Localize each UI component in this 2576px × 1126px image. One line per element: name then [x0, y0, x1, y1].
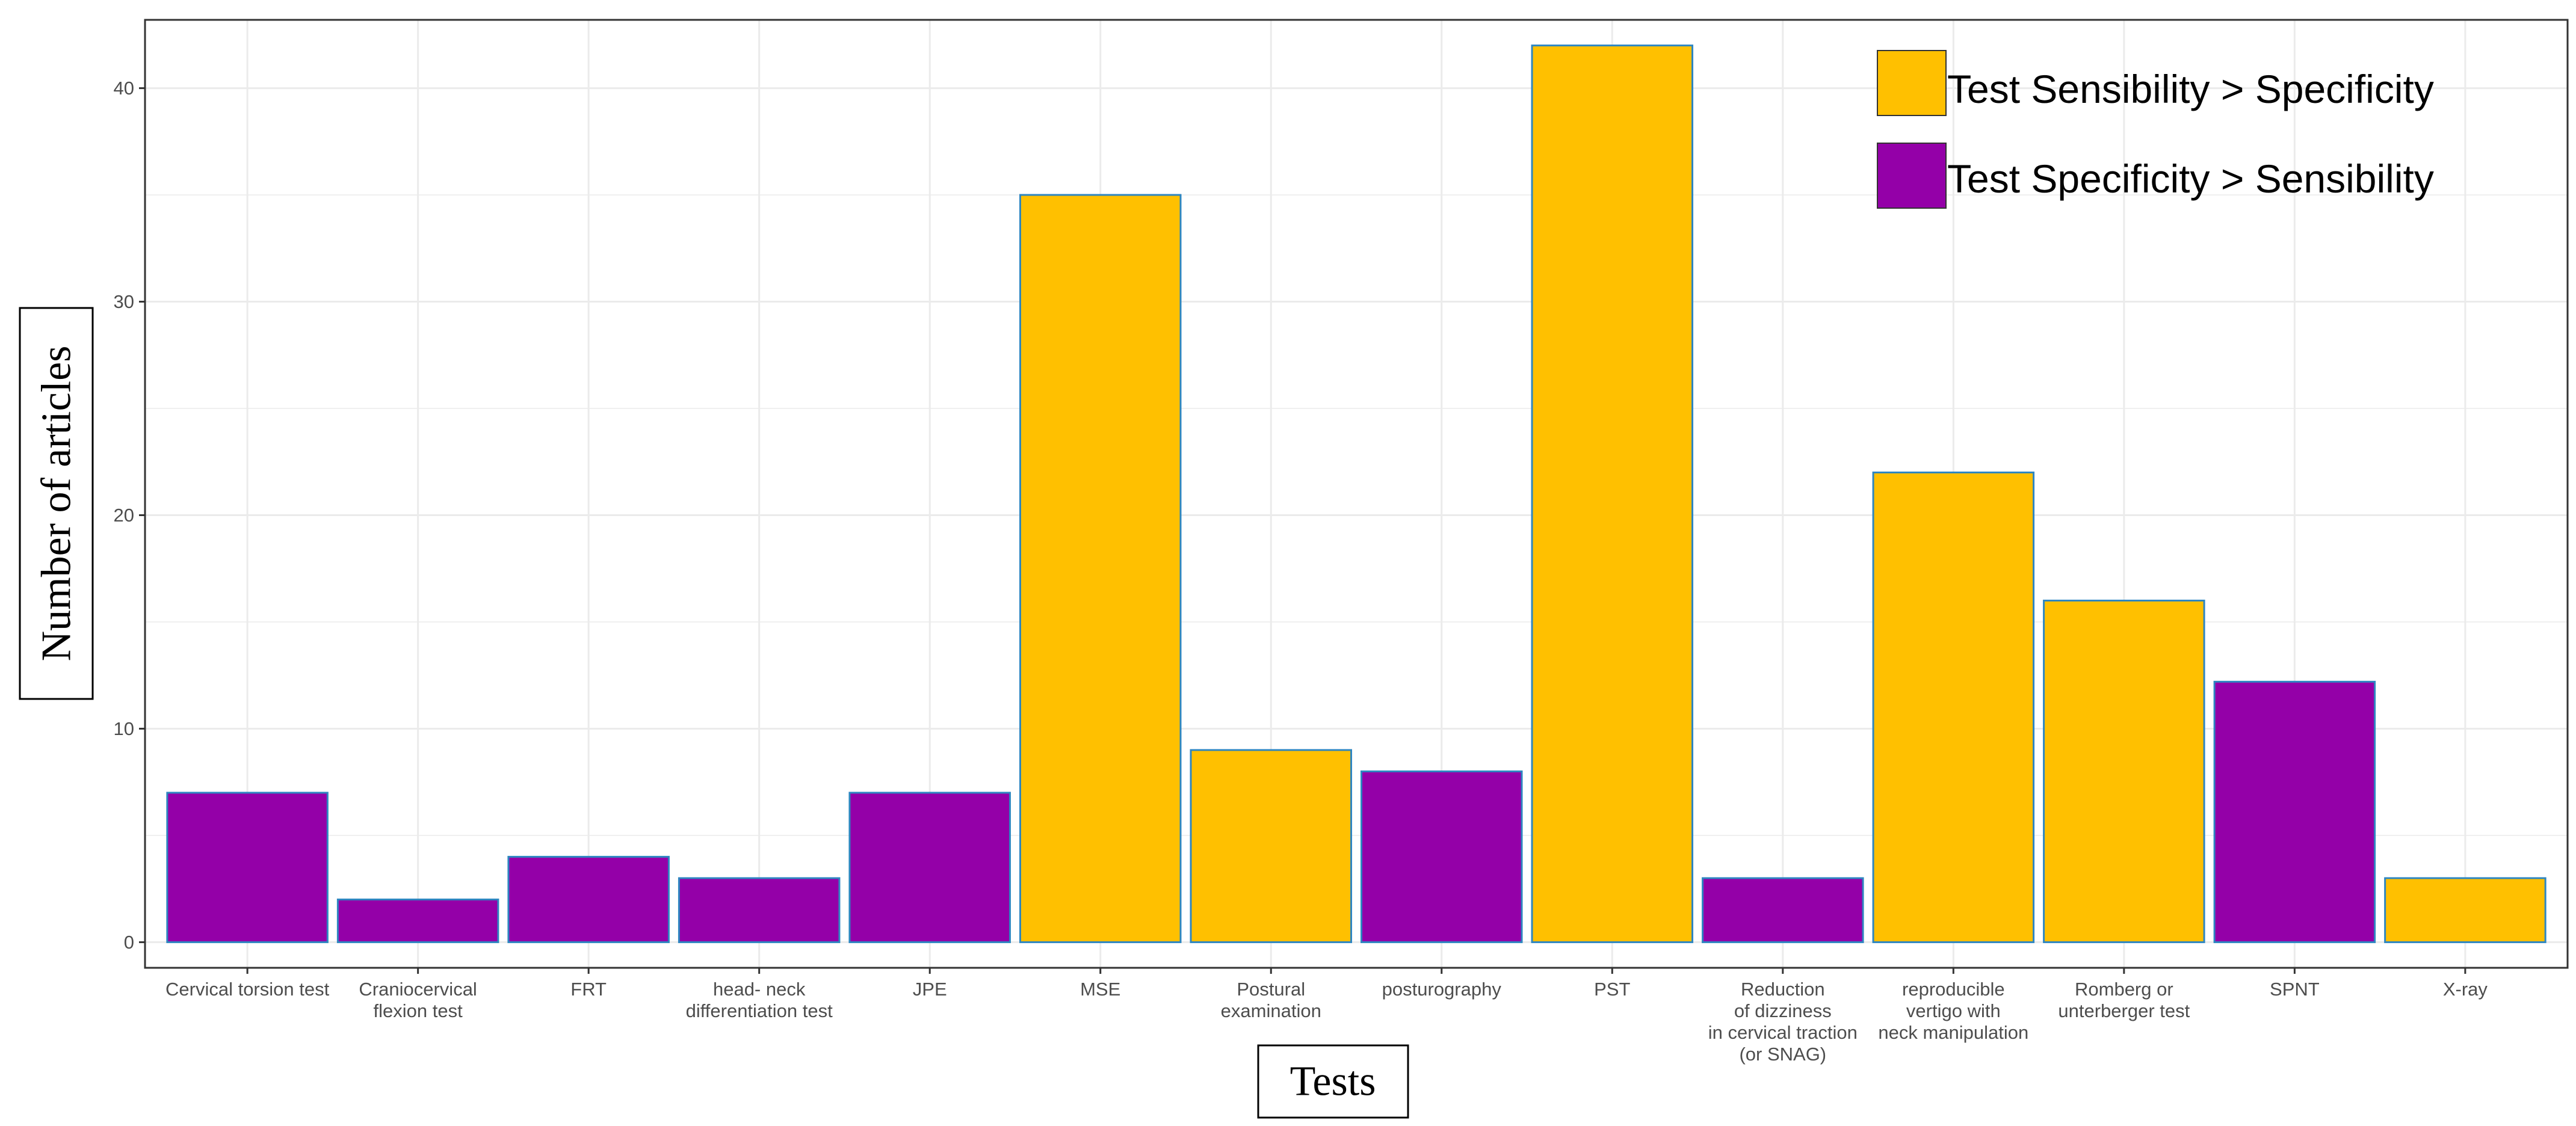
- x-tick-label: differentiation test: [686, 1000, 833, 1021]
- bar: [1361, 770, 1523, 943]
- x-axis-ticks: Cervical torsion test Craniocervicalflexi…: [165, 968, 2488, 1065]
- x-tick-label: JPE: [913, 979, 947, 1000]
- x-tick-label: unterberger test: [2058, 1000, 2190, 1021]
- x-tick-label: Romberg or: [2075, 979, 2173, 1000]
- bar: [1531, 45, 1694, 943]
- y-axis-ticks: 0 10 20 30 40: [114, 78, 145, 953]
- x-tick-label: Craniocervical: [359, 979, 477, 1000]
- y-tick-label: 40: [114, 78, 134, 99]
- y-axis-title: Number of articles: [34, 346, 80, 662]
- x-tick-label: Postural: [1237, 979, 1305, 1000]
- x-tick-label: in cervical traction: [1708, 1022, 1858, 1043]
- x-tick-label: vertigo with: [1906, 1000, 2001, 1021]
- bar: [2043, 599, 2205, 943]
- y-tick-label: 10: [114, 718, 134, 739]
- x-axis-title: Tests: [1290, 1059, 1376, 1105]
- bar: [507, 855, 670, 943]
- x-tick-label: X-ray: [2443, 979, 2488, 1000]
- bar: [848, 792, 1011, 943]
- x-tick-label: head- neck: [713, 979, 806, 1000]
- y-axis-title-box: [19, 307, 94, 700]
- y-tick-label: 0: [124, 932, 134, 953]
- x-tick-label: flexion test: [374, 1000, 463, 1021]
- x-tick-label: of dizziness: [1734, 1000, 1832, 1021]
- x-tick-label: FRT: [570, 979, 607, 1000]
- x-tick-label: PST: [1594, 979, 1630, 1000]
- x-tick-label: reproducible: [1902, 979, 2005, 1000]
- bar: [166, 792, 329, 943]
- legend-swatch-specificity: [1877, 143, 1947, 209]
- x-tick-label: examination: [1221, 1000, 1321, 1021]
- bar: [2384, 877, 2547, 943]
- y-tick-label: 30: [114, 291, 134, 312]
- x-tick-label: neck manipulation: [1878, 1022, 2028, 1043]
- legend-label-specificity: Test Specificity > Sensibility: [1947, 156, 2434, 201]
- bar: [336, 898, 499, 943]
- bar: [678, 877, 841, 943]
- x-tick-label: Reduction: [1741, 979, 1825, 1000]
- x-tick-label: SPNT: [2270, 979, 2320, 1000]
- legend: Test Sensibility > Specificity Test Spec…: [1877, 50, 2434, 209]
- bar: [1190, 749, 1352, 943]
- x-tick-label: MSE: [1080, 979, 1120, 1000]
- legend-label-sensibility: Test Sensibility > Specificity: [1947, 67, 2434, 111]
- bar: [1019, 194, 1182, 943]
- bar: [1702, 877, 1864, 943]
- bars: [166, 45, 2547, 943]
- x-tick-label: (or SNAG): [1739, 1044, 1826, 1065]
- plot-panel-border: [144, 19, 2569, 969]
- x-axis-title-box: [1257, 1044, 1409, 1119]
- x-tick-label: posturography: [1382, 979, 1502, 1000]
- x-tick-label: Cervical torsion test: [165, 979, 330, 1000]
- y-tick-label: 20: [114, 505, 134, 526]
- legend-swatch-sensibility: [1877, 50, 1947, 116]
- bar: [1872, 472, 2035, 943]
- bar: [2213, 680, 2376, 943]
